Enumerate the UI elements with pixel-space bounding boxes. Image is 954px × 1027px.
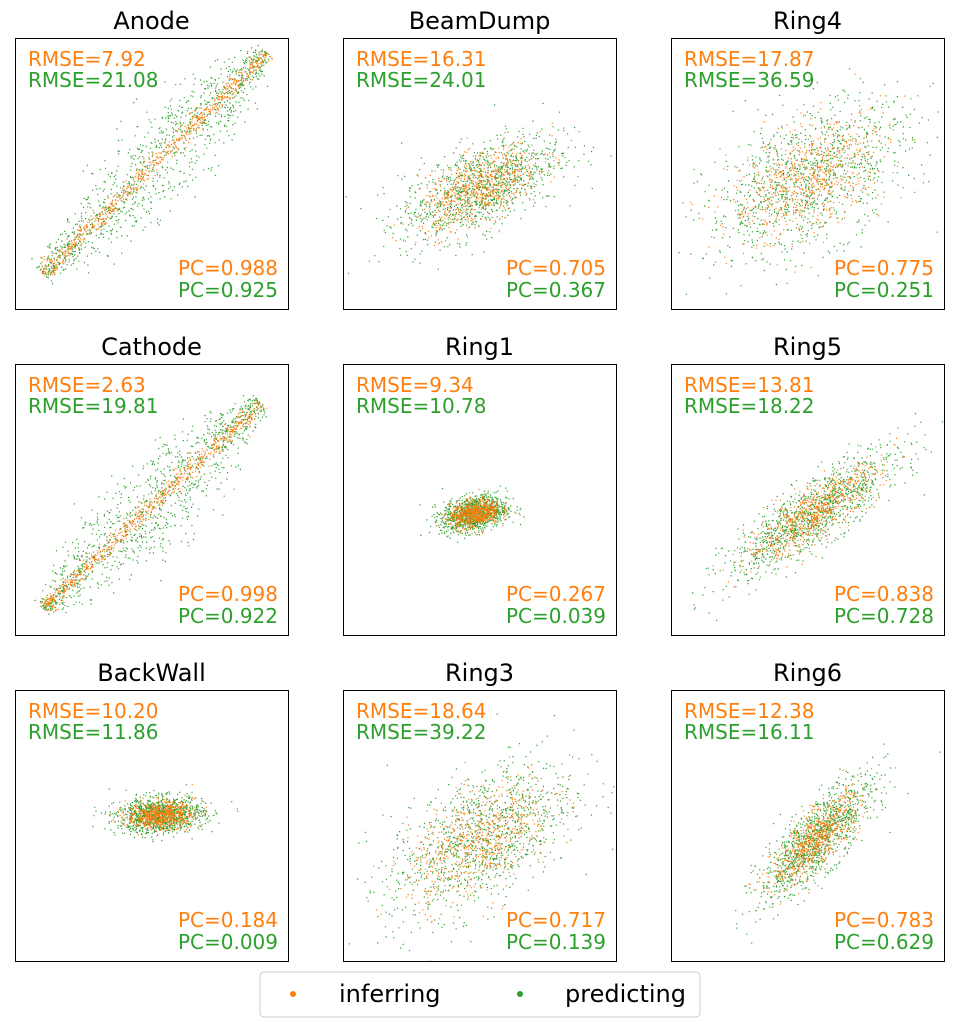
pc-predicting: PC=0.925 [178,278,278,302]
scatter-predicting [345,102,612,274]
scatter-points-inferring [39,50,273,277]
rmse-predicting: RMSE=19.81 [28,394,159,418]
rmse-predicting: RMSE=21.08 [28,68,159,92]
rmse-predicting: RMSE=10.78 [356,394,487,418]
pc-inferring: PC=0.775 [834,256,934,280]
panel-title: Anode [113,7,189,35]
rmse-inferring: RMSE=10.20 [28,699,159,723]
panel-frame [671,690,945,962]
scatter-inferring [39,50,273,277]
rmse-inferring: RMSE=16.31 [356,47,487,71]
scatter-inferring [748,767,897,910]
pc-predicting: PC=0.251 [834,278,934,302]
legend-marker-inferring [290,991,296,997]
legend-marker-predicting [517,991,523,997]
rmse-predicting: RMSE=11.86 [28,720,159,744]
pc-predicting: PC=0.922 [178,604,278,628]
panel-frame [15,364,289,636]
pc-inferring: PC=0.783 [834,908,934,932]
pc-predicting: PC=0.139 [506,930,606,954]
panel-frame [671,364,945,636]
scatter-points-inferring [39,399,268,612]
panel-title: Ring4 [773,7,842,35]
pc-inferring: PC=0.184 [178,908,278,932]
pc-inferring: PC=0.705 [506,256,606,280]
scatter-inferring [373,756,589,923]
pc-predicting: PC=0.629 [834,930,934,954]
rmse-inferring: RMSE=9.34 [356,373,474,397]
scatter-inferring [39,399,268,612]
legend-frame [259,971,701,1018]
panel-title: Ring5 [773,333,842,361]
panel-title: Ring6 [773,659,842,687]
panel-frame [15,38,289,310]
scatter-inferring [712,437,906,588]
legend-label-predicting: predicting [565,980,686,1008]
scatter-inferring [690,73,916,273]
pc-inferring: PC=0.267 [506,582,606,606]
pc-inferring: PC=0.988 [178,256,278,280]
scatter-inferring [109,783,208,836]
rmse-inferring: RMSE=18.64 [356,699,487,723]
legend-label-inferring: inferring [339,980,441,1008]
rmse-predicting: RMSE=18.22 [684,394,815,418]
panel-title: Ring3 [445,659,514,687]
rmse-inferring: RMSE=13.81 [684,373,815,397]
scatter-points-inferring [712,437,906,588]
panel-frame [671,38,945,310]
rmse-predicting: RMSE=16.11 [684,720,815,744]
pc-predicting: PC=0.039 [506,604,606,628]
pc-inferring: PC=0.998 [178,582,278,606]
pc-inferring: PC=0.838 [834,582,934,606]
scatter-points-inferring [373,756,589,923]
panel-frame [343,364,617,636]
panel-frame [15,690,289,962]
rmse-predicting: RMSE=24.01 [356,68,487,92]
pc-predicting: PC=0.367 [506,278,606,302]
rmse-predicting: RMSE=36.59 [684,68,815,92]
scatter-points-inferring [748,767,897,910]
panel-title: Cathode [101,333,202,361]
pc-predicting: PC=0.728 [834,604,934,628]
rmse-inferring: RMSE=12.38 [684,699,815,723]
panel-title: Ring1 [445,333,514,361]
scatter-points-predicting [345,102,612,274]
rmse-inferring: RMSE=7.92 [28,47,146,71]
rmse-inferring: RMSE=17.87 [684,47,815,71]
pc-inferring: PC=0.717 [506,908,606,932]
panel-title: BackWall [97,659,206,687]
rmse-predicting: RMSE=39.22 [356,720,487,744]
rmse-inferring: RMSE=2.63 [28,373,146,397]
panel-frame [343,38,617,310]
panel-title: BeamDump [409,7,551,35]
legend: inferring predicting [259,971,701,1018]
pc-predicting: PC=0.009 [178,930,278,954]
scatter-points-inferring [109,783,208,836]
panel-frame [343,690,617,962]
scatter-points-inferring [690,73,916,273]
